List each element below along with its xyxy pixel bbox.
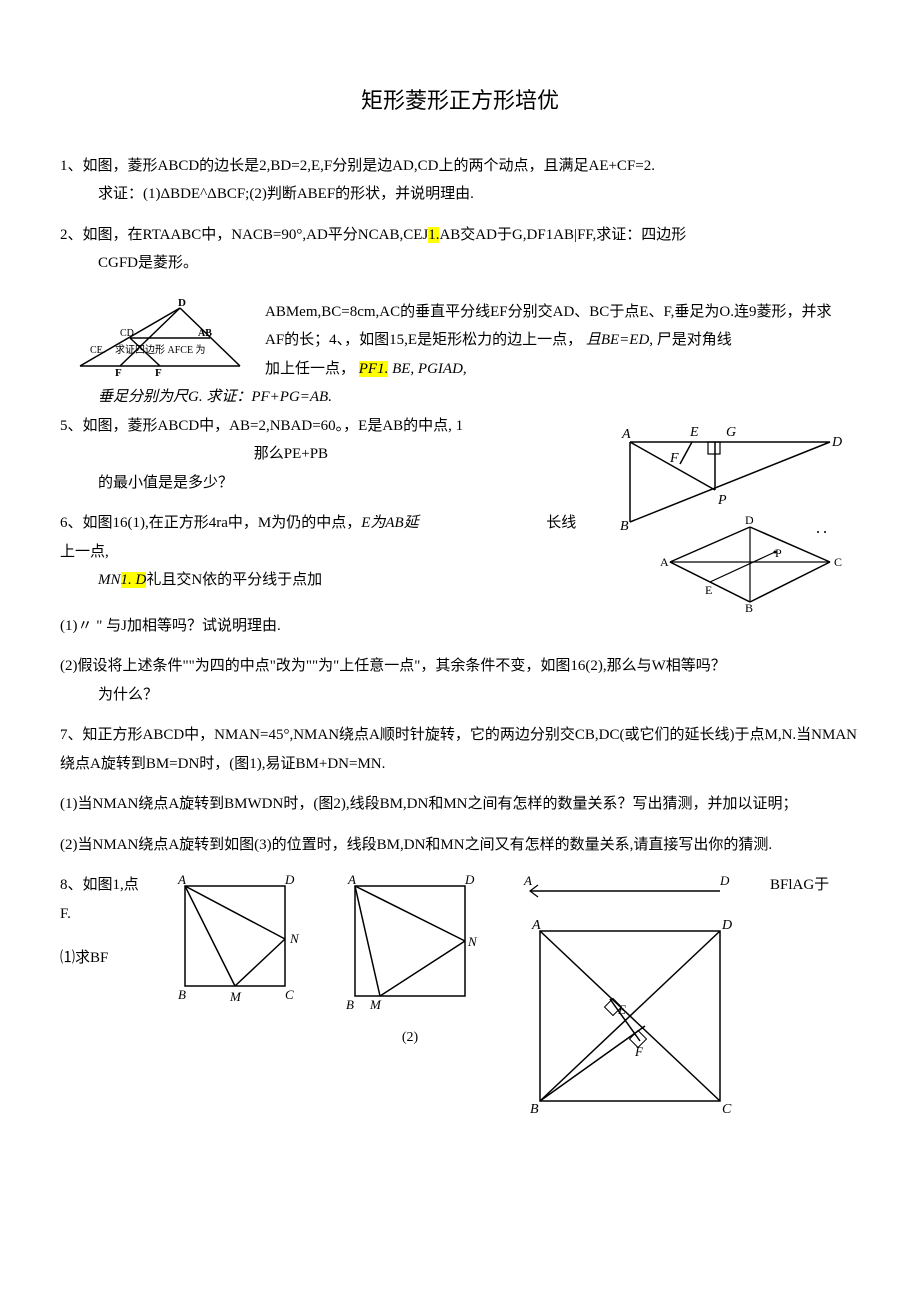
svg-text:N: N (289, 931, 300, 946)
problem-7: 7、知正方形ABCD中，NMAN=45°,NMAN绕点A顺时针旋转，它的两边分别… (60, 721, 860, 778)
svg-text:AB: AB (198, 328, 212, 339)
p2-highlight: 1. (428, 227, 439, 243)
svg-text:D: D (721, 918, 732, 933)
problem-1: 1、如图，菱形ABCD的边长是2,BD=2,E,F分别是边AD,CD上的两个动点… (60, 152, 860, 209)
q7-1: (1)当NMAN绕点A旋转到BMWDN时，(图2),线段BM,DN和MN之间有怎… (60, 790, 860, 819)
svg-text:D: D (831, 435, 842, 450)
p6-ai: E为AB延 (361, 515, 419, 531)
svg-text:CD: CD (120, 328, 134, 339)
p6-a: 6、如图16(1),在正方形4ra中，M为仍的中点， (60, 515, 361, 531)
svg-text:CE.: CE. (90, 345, 105, 356)
svg-text:P: P (717, 493, 727, 508)
svg-text:A: A (660, 555, 669, 569)
svg-text:求证四边形 AFCE 为: 求证四边形 AFCE 为 (115, 344, 206, 356)
q7-2: (2)当NMAN绕点A旋转到如图(3)的位置时，线段BM,DN和MN之间又有怎样… (60, 831, 860, 860)
figure-1: A D B C M N (160, 871, 310, 1006)
p2-post: AB交AD于G,DF1AB|FF,求证：四边形 (439, 227, 686, 243)
p8-a: 8、如图1,点 (60, 871, 140, 900)
svg-text:C: C (834, 555, 842, 569)
p8-c: F. (60, 900, 140, 929)
p8-b: BFlAG于 (770, 871, 840, 900)
midblock-foot: 垂足分别为尺G. 求证：PF+PG=AB. (60, 383, 860, 412)
figure-5-6: A E G D F P B D A C B E P (600, 412, 860, 612)
svg-text:M: M (369, 997, 382, 1012)
p1-line2: 求证：(1)ΔBDE^ΔBCF;(2)判断ABEF的形状，并说明理由. (60, 180, 860, 209)
svg-text:B: B (178, 987, 186, 1002)
midblock: D CD AB CE. 求证四边形 AFCE 为 F F ABMem,BC=8c… (60, 298, 860, 412)
svg-text:A: A (523, 873, 532, 888)
svg-text:B: B (346, 997, 354, 1012)
svg-text:D: D (284, 872, 295, 887)
page-title: 矩形菱形正方形培优 (60, 80, 860, 122)
svg-text:E: E (705, 583, 712, 597)
svg-text:A: A (347, 872, 356, 887)
svg-text:D: D (745, 513, 754, 527)
midblock-row3: 加上任一点， PF1. BE, PGIAD, (265, 355, 860, 384)
caption-2: (2) (330, 1025, 490, 1052)
svg-text:B: B (530, 1102, 539, 1117)
midblock-row1: ABMem,BC=8cm,AC的垂直平分线EF分别交AD、BC于点E、F,垂足为… (265, 298, 860, 327)
svg-text:C: C (722, 1102, 732, 1117)
svg-text:D: D (719, 873, 730, 888)
svg-text:A: A (531, 918, 541, 933)
svg-text:M: M (229, 989, 242, 1004)
p2-pre: 2、如图，在RTAABC中，NACB=90°,AD平分NCAB,CEJ (60, 227, 428, 243)
svg-text:B: B (745, 601, 753, 612)
q6-2: (2)假设将上述条件""为四的中点"改为""为"上任意一点"，其余条件不变，如图… (60, 652, 860, 709)
svg-text:C: C (285, 987, 294, 1002)
figure-2: A D B M N (2) (330, 871, 490, 1052)
svg-text:A: A (621, 427, 631, 442)
p1-line1: 1、如图，菱形ABCD的边长是2,BD=2,E,F分别是边AD,CD上的两个动点… (60, 152, 860, 181)
svg-text:A: A (177, 872, 186, 887)
figure-3-wrap: A D A D B C E F (510, 871, 750, 1121)
svg-text:E: E (689, 425, 699, 440)
svg-text:B: B (620, 519, 629, 534)
q6-1: (1)〃 " 与J加相等吗？试说明理由. (60, 612, 860, 641)
midblock-row2: AF的长；4、，如图15,E是矩形松力的边上一点， 且BE=ED, 尸是对角线 (265, 326, 860, 355)
p2-line2: CGFD是菱形。 (60, 249, 860, 278)
svg-text:D: D (464, 872, 475, 887)
svg-text:E: E (617, 1002, 626, 1017)
svg-text:F: F (634, 1044, 644, 1059)
p8-d: ⑴求BF (60, 944, 140, 973)
p5-a: 5、如图，菱形ABCD中，AB=2,NBAD=60。，E是AB的中点, 1 (60, 418, 463, 434)
midblock-figure: D CD AB CE. 求证四边形 AFCE 为 F F (60, 298, 260, 378)
problem-2: 2、如图，在RTAABC中，NACB=90°,AD平分NCAB,CEJ1.AB交… (60, 221, 860, 278)
svg-text:N: N (467, 934, 478, 949)
row-8: 8、如图1,点 F. ⑴求BF A D B C M N A D B M (60, 871, 860, 1121)
svg-text:F: F (155, 367, 162, 378)
svg-text:F: F (669, 451, 679, 466)
svg-text:F: F (115, 367, 122, 378)
svg-text:G: G (726, 425, 736, 440)
p5-b: 那么PE+PB (254, 446, 328, 462)
svg-text:D: D (178, 298, 186, 309)
